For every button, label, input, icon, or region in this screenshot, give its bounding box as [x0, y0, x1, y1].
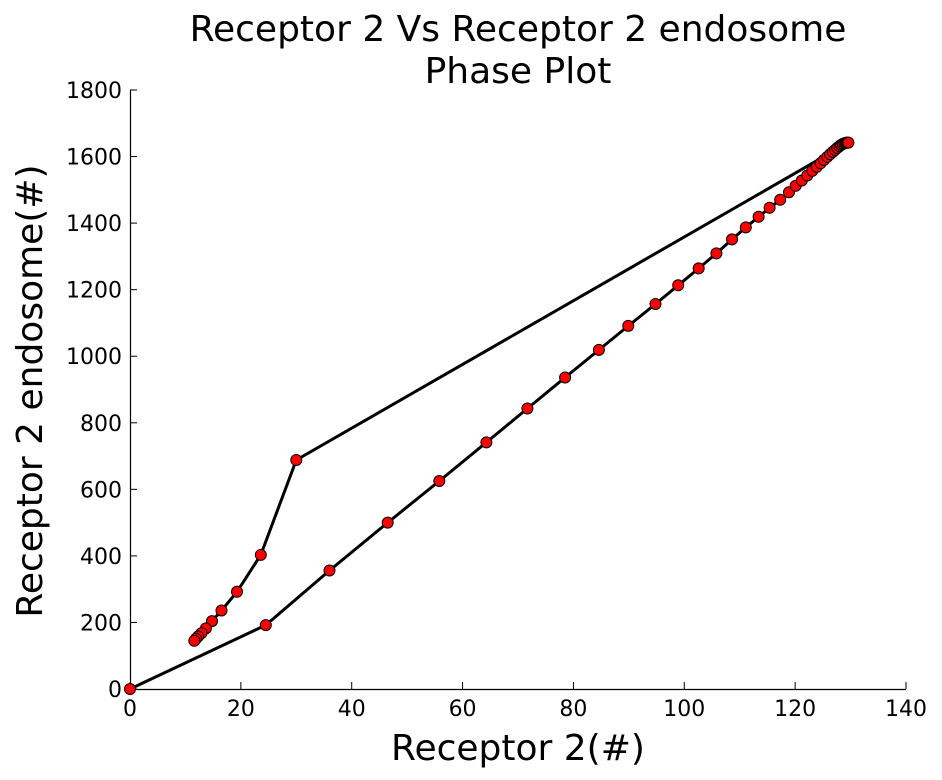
data-point — [692, 262, 705, 275]
data-point — [254, 548, 267, 561]
chart-title-line-2: Phase Plot — [425, 51, 612, 92]
data-point — [259, 619, 272, 632]
plot-area — [124, 136, 855, 695]
data-point — [752, 210, 765, 223]
data-point — [842, 136, 855, 149]
x-tick-label: 40 — [338, 697, 366, 722]
data-point — [323, 564, 336, 577]
data-point — [215, 604, 228, 617]
data-point — [763, 201, 776, 214]
data-point — [622, 319, 635, 332]
data-point — [592, 343, 605, 356]
y-tick-label: 1400 — [66, 212, 122, 237]
data-point — [726, 233, 738, 246]
axes — [129, 90, 906, 691]
data-point — [710, 247, 723, 260]
chart-title-line-1: Receptor 2 Vs Receptor 2 endosome — [190, 9, 847, 50]
y-tick-label: 0 — [108, 678, 122, 703]
data-point — [433, 475, 446, 487]
x-axis-label: Receptor 2(#) — [391, 728, 645, 769]
data-point — [231, 585, 243, 598]
y-tick-label: 1200 — [66, 279, 122, 304]
data-point — [124, 683, 136, 695]
ticks: 0 20 40 60 80 100 120 1400200400600800100012001… — [66, 79, 927, 722]
data-point — [480, 436, 493, 449]
data-point — [381, 516, 394, 529]
x-tick-label: 100 — [663, 697, 705, 722]
data-point — [774, 193, 787, 206]
data-point — [290, 454, 303, 466]
x-tick-label: 0 — [123, 697, 137, 722]
x-tick-label: 20 — [227, 697, 255, 722]
y-tick-label: 1800 — [66, 79, 122, 104]
x-tick-label: 80 — [559, 697, 587, 722]
data-point — [739, 221, 752, 234]
y-tick-label: 1000 — [66, 345, 122, 370]
data-point — [521, 402, 534, 415]
data-point — [559, 371, 572, 384]
y-tick-label: 800 — [80, 412, 122, 437]
data-point — [188, 634, 201, 647]
x-tick-label: 120 — [774, 697, 816, 722]
y-tick-label: 600 — [80, 478, 122, 503]
y-tick-label: 200 — [80, 611, 122, 636]
data-point — [649, 298, 662, 310]
data-point — [672, 279, 685, 292]
y-tick-label: 1600 — [66, 146, 122, 171]
x-tick-label: 60 — [449, 697, 477, 722]
y-tick-label: 400 — [80, 545, 122, 570]
y-axis-label: Receptor 2 endosome(#) — [10, 164, 51, 617]
x-tick-label: 140 — [885, 697, 927, 722]
